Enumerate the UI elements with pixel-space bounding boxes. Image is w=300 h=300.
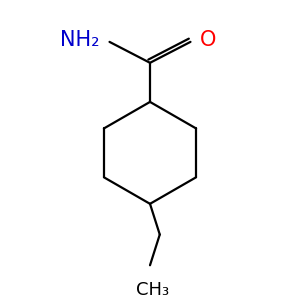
Text: NH₂: NH₂ (60, 31, 100, 50)
Text: O: O (200, 31, 217, 50)
Text: CH₃: CH₃ (136, 280, 170, 298)
